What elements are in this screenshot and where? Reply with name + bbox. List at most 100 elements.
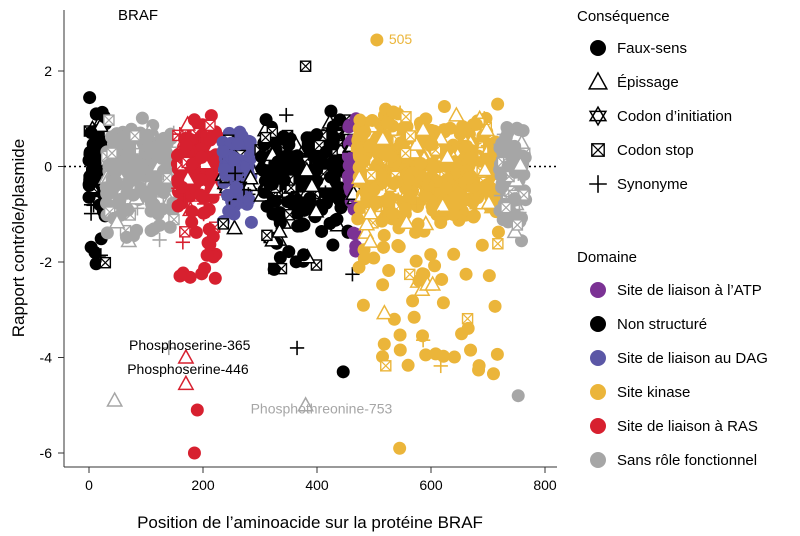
data-point — [294, 219, 308, 233]
data-point — [416, 329, 430, 343]
highlighted-points — [106, 33, 525, 460]
legend-consequence: Conséquence Faux-sens Épissage Codon d’ini… — [577, 8, 732, 193]
data-point — [477, 180, 491, 194]
data-point — [496, 150, 511, 165]
data-point — [185, 157, 199, 171]
data-point — [414, 120, 432, 137]
data-point — [297, 248, 311, 262]
data-point — [494, 169, 508, 183]
legend-consequence-label: Codon d’initiation — [617, 108, 732, 125]
data-point — [228, 152, 242, 166]
data-point — [266, 194, 280, 208]
data-point — [333, 192, 347, 206]
data-point — [171, 173, 185, 187]
data-point — [142, 140, 156, 154]
data-point — [244, 215, 258, 229]
data-point — [222, 204, 236, 218]
legend-domain-marker — [590, 418, 606, 434]
data-point — [82, 177, 96, 191]
data-point — [367, 183, 381, 197]
data-point — [358, 125, 372, 139]
data-point — [386, 105, 400, 119]
data-point — [242, 134, 256, 148]
data-point — [84, 126, 98, 140]
data-point — [290, 193, 304, 207]
data-point — [375, 214, 389, 228]
data-point — [194, 188, 208, 202]
data-point — [290, 184, 305, 199]
data-point — [290, 149, 304, 163]
data-point — [508, 192, 522, 206]
data-point — [358, 215, 376, 231]
data-point — [271, 222, 288, 238]
annotation-label: Phosphoserine-365 — [129, 337, 251, 353]
annotation-label: Phosphoserine-446 — [127, 361, 249, 377]
y-tick-label: 0 — [44, 159, 52, 175]
data-point — [357, 154, 371, 168]
data-point — [425, 137, 439, 151]
legend-domain-label: Site de liaison à RAS — [617, 418, 758, 435]
y-axis-ticks: -6 -4 -2 0 2 — [40, 63, 64, 461]
data-point — [406, 294, 420, 308]
data-point — [363, 139, 377, 153]
data-point — [365, 169, 378, 181]
data-point — [476, 161, 494, 177]
data-point — [135, 111, 149, 125]
data-point — [282, 138, 296, 152]
data-point — [189, 225, 203, 239]
data-point — [431, 209, 447, 225]
data-point — [157, 186, 171, 200]
data-point — [447, 106, 465, 122]
data-point — [141, 128, 155, 142]
data-point — [124, 162, 138, 176]
data-point — [478, 120, 496, 137]
highlighted-point — [161, 340, 176, 356]
data-point — [328, 213, 342, 227]
legend-consequence-label: Épissage — [617, 74, 679, 91]
data-point — [353, 201, 367, 215]
data-points — [82, 91, 533, 381]
data-point — [496, 127, 512, 142]
data-point — [376, 278, 390, 292]
data-point — [500, 201, 512, 214]
data-point — [424, 275, 442, 291]
data-point — [365, 113, 379, 127]
data-point — [259, 113, 273, 127]
legend-consequence-marker — [591, 143, 605, 157]
data-point — [352, 260, 366, 274]
data-point — [356, 298, 370, 312]
data-point — [490, 347, 504, 361]
y-tick-label: 2 — [44, 63, 52, 79]
data-point — [82, 190, 96, 204]
data-point — [482, 269, 496, 283]
data-point — [155, 151, 169, 165]
data-point — [415, 267, 429, 281]
data-point — [156, 166, 171, 181]
data-point — [401, 358, 415, 372]
data-point — [501, 215, 515, 229]
data-point — [185, 215, 199, 229]
legend-domain-title: Domaine — [577, 249, 637, 266]
data-point — [453, 127, 467, 141]
data-point — [128, 173, 142, 187]
data-point — [424, 248, 438, 262]
data-point — [106, 147, 118, 159]
data-point — [318, 185, 333, 200]
data-point — [242, 169, 259, 185]
data-point — [459, 267, 473, 281]
data-point — [84, 240, 98, 254]
data-point — [147, 183, 161, 197]
data-point — [477, 111, 492, 126]
legend-domain-label: Site kinase — [617, 384, 690, 401]
data-point — [488, 299, 502, 313]
highlighted-point — [297, 396, 315, 412]
highlighted-point — [336, 365, 350, 379]
highlighted-point — [511, 389, 525, 403]
data-point — [402, 173, 416, 187]
data-point — [410, 196, 425, 211]
data-point — [491, 97, 505, 111]
data-point — [243, 149, 257, 163]
data-point — [516, 124, 530, 138]
data-point — [377, 337, 391, 351]
